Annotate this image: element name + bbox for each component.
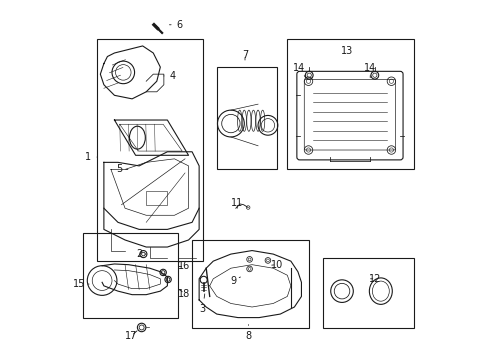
Text: 8: 8	[245, 325, 251, 341]
Text: 17: 17	[125, 331, 138, 341]
Text: 6: 6	[170, 20, 183, 30]
Text: 10: 10	[270, 260, 283, 270]
Text: 11: 11	[231, 198, 244, 208]
Text: 3: 3	[199, 294, 206, 314]
Text: 5: 5	[117, 165, 128, 174]
Bar	[83, 233, 178, 318]
Bar	[97, 39, 203, 261]
Text: 13: 13	[341, 46, 353, 56]
Text: 18: 18	[178, 289, 191, 298]
Text: 4: 4	[164, 71, 176, 81]
Bar	[287, 39, 415, 170]
Text: 12: 12	[369, 274, 382, 284]
Text: 1: 1	[85, 152, 98, 162]
Bar	[322, 258, 415, 328]
Text: 7: 7	[242, 50, 248, 60]
Bar	[146, 190, 168, 205]
Bar	[192, 240, 309, 328]
Text: 2: 2	[136, 249, 146, 259]
Bar	[217, 67, 277, 170]
Text: 15: 15	[73, 279, 89, 289]
Text: 14: 14	[364, 63, 376, 78]
Text: 16: 16	[178, 261, 191, 271]
Text: 14: 14	[293, 63, 306, 78]
Text: 9: 9	[230, 275, 241, 285]
